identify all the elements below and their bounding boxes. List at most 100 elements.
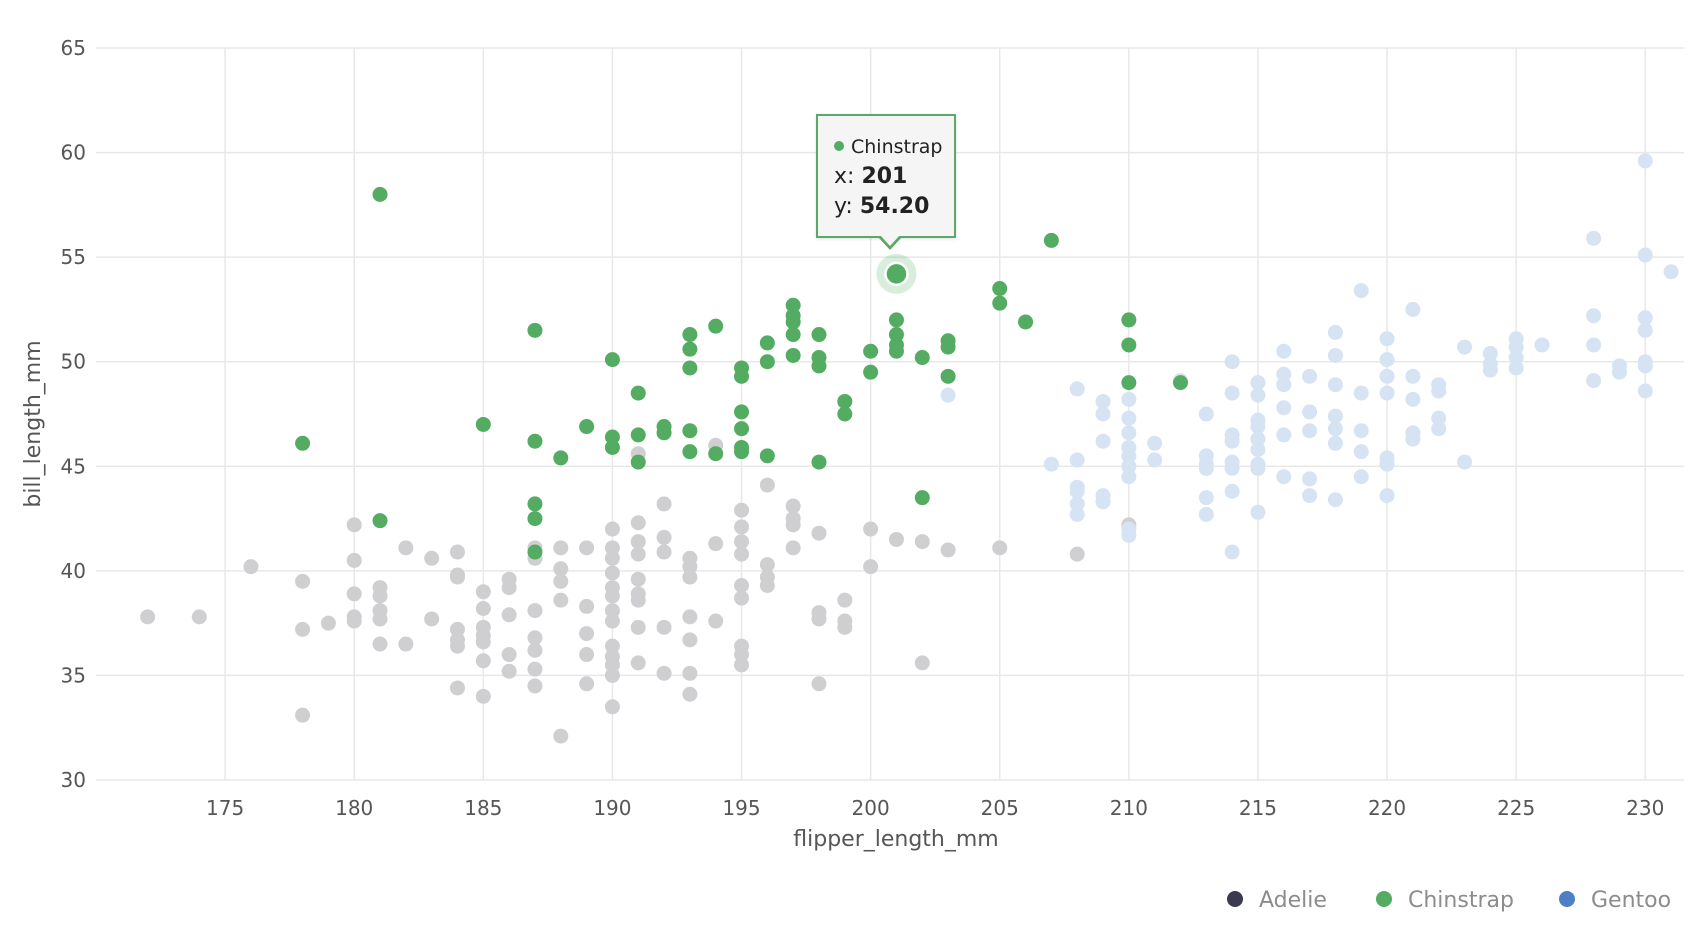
data-point-gentoo[interactable] <box>1405 431 1421 447</box>
data-point-adelie[interactable] <box>346 613 362 629</box>
data-point-adelie[interactable] <box>914 534 930 550</box>
data-point-gentoo[interactable] <box>1637 153 1653 169</box>
data-point-adelie[interactable] <box>475 688 491 704</box>
data-point-chinstrap[interactable] <box>372 513 388 529</box>
data-point-gentoo[interactable] <box>1379 331 1395 347</box>
data-point-gentoo[interactable] <box>1327 435 1343 451</box>
data-point-gentoo[interactable] <box>1302 488 1318 504</box>
data-point-adelie[interactable] <box>604 603 620 619</box>
data-point-adelie[interactable] <box>759 557 775 573</box>
data-point-adelie[interactable] <box>449 621 465 637</box>
data-point-gentoo[interactable] <box>1457 339 1473 355</box>
data-point-gentoo[interactable] <box>1508 350 1524 366</box>
data-point-gentoo[interactable] <box>1224 460 1240 476</box>
data-point-chinstrap[interactable] <box>604 439 620 455</box>
data-point-chinstrap[interactable] <box>940 339 956 355</box>
data-point-chinstrap[interactable] <box>759 335 775 351</box>
legend-item-gentoo[interactable]: Gentoo <box>1559 888 1671 913</box>
data-point-gentoo[interactable] <box>1405 391 1421 407</box>
data-point-adelie[interactable] <box>682 632 698 648</box>
data-point-gentoo[interactable] <box>1353 469 1369 485</box>
data-point-adelie[interactable] <box>734 519 750 535</box>
data-point-gentoo[interactable] <box>1327 492 1343 508</box>
hovered-data-point[interactable] <box>884 261 909 287</box>
data-point-adelie[interactable] <box>630 515 646 531</box>
data-point-adelie[interactable] <box>449 680 465 696</box>
data-point-adelie[interactable] <box>140 609 156 625</box>
data-point-adelie[interactable] <box>604 540 620 556</box>
data-point-gentoo[interactable] <box>1637 247 1653 263</box>
data-point-adelie[interactable] <box>579 676 595 692</box>
data-point-adelie[interactable] <box>579 540 595 556</box>
data-point-chinstrap[interactable] <box>863 343 879 359</box>
legend-item-adelie[interactable]: Adelie <box>1227 888 1327 913</box>
data-point-gentoo[interactable] <box>1637 310 1653 326</box>
data-point-chinstrap[interactable] <box>888 327 904 343</box>
data-point-adelie[interactable] <box>449 544 465 560</box>
data-point-chinstrap[interactable] <box>579 419 595 435</box>
data-point-adelie[interactable] <box>604 588 620 604</box>
data-point-gentoo[interactable] <box>1147 435 1163 451</box>
data-point-chinstrap[interactable] <box>656 425 672 441</box>
data-point-adelie[interactable] <box>1069 546 1085 562</box>
data-point-adelie[interactable] <box>811 525 827 541</box>
data-point-adelie[interactable] <box>604 521 620 537</box>
data-point-gentoo[interactable] <box>1327 347 1343 363</box>
data-point-gentoo[interactable] <box>1198 490 1214 506</box>
data-point-gentoo[interactable] <box>1276 343 1292 359</box>
data-point-gentoo[interactable] <box>1405 368 1421 384</box>
data-point-gentoo[interactable] <box>1353 444 1369 460</box>
data-point-adelie[interactable] <box>475 653 491 669</box>
data-point-adelie[interactable] <box>630 546 646 562</box>
data-point-adelie[interactable] <box>682 609 698 625</box>
data-point-adelie[interactable] <box>372 611 388 627</box>
data-point-adelie[interactable] <box>449 569 465 585</box>
data-point-chinstrap[interactable] <box>708 446 724 462</box>
data-point-adelie[interactable] <box>346 552 362 568</box>
data-point-adelie[interactable] <box>501 663 517 679</box>
data-point-chinstrap[interactable] <box>682 341 698 357</box>
data-point-adelie[interactable] <box>734 590 750 606</box>
data-point-chinstrap[interactable] <box>372 186 388 202</box>
data-point-chinstrap[interactable] <box>1172 375 1188 391</box>
data-point-gentoo[interactable] <box>1276 377 1292 393</box>
data-point-adelie[interactable] <box>656 619 672 635</box>
data-point-chinstrap[interactable] <box>527 496 543 512</box>
data-point-chinstrap[interactable] <box>759 354 775 370</box>
data-point-adelie[interactable] <box>734 546 750 562</box>
data-point-gentoo[interactable] <box>1198 506 1214 522</box>
data-point-adelie[interactable] <box>630 655 646 671</box>
data-point-adelie[interactable] <box>604 613 620 629</box>
data-point-adelie[interactable] <box>888 531 904 547</box>
data-point-gentoo[interactable] <box>1095 433 1111 449</box>
data-point-gentoo[interactable] <box>1224 483 1240 499</box>
data-point-chinstrap[interactable] <box>914 350 930 366</box>
data-point-adelie[interactable] <box>295 621 311 637</box>
data-point-gentoo[interactable] <box>1508 360 1524 376</box>
data-point-adelie[interactable] <box>579 647 595 663</box>
data-point-adelie[interactable] <box>604 565 620 581</box>
data-point-adelie[interactable] <box>604 657 620 673</box>
data-point-adelie[interactable] <box>811 611 827 627</box>
data-point-adelie[interactable] <box>553 561 569 577</box>
data-point-adelie[interactable] <box>346 586 362 602</box>
data-point-chinstrap[interactable] <box>759 448 775 464</box>
data-point-gentoo[interactable] <box>1095 494 1111 510</box>
data-point-gentoo[interactable] <box>1095 393 1111 409</box>
data-point-adelie[interactable] <box>630 592 646 608</box>
data-point-adelie[interactable] <box>682 569 698 585</box>
data-point-gentoo[interactable] <box>1431 410 1447 426</box>
data-point-adelie[interactable] <box>398 540 414 556</box>
data-point-gentoo[interactable] <box>1069 381 1085 397</box>
data-point-chinstrap[interactable] <box>1043 232 1059 248</box>
data-point-adelie[interactable] <box>527 630 543 646</box>
data-point-adelie[interactable] <box>656 496 672 512</box>
data-point-gentoo[interactable] <box>1586 308 1602 324</box>
data-point-adelie[interactable] <box>501 580 517 596</box>
data-point-gentoo[interactable] <box>1224 354 1240 370</box>
data-point-chinstrap[interactable] <box>682 360 698 376</box>
data-point-adelie[interactable] <box>630 619 646 635</box>
data-point-adelie[interactable] <box>734 657 750 673</box>
data-point-adelie[interactable] <box>682 559 698 575</box>
data-point-chinstrap[interactable] <box>785 314 801 330</box>
